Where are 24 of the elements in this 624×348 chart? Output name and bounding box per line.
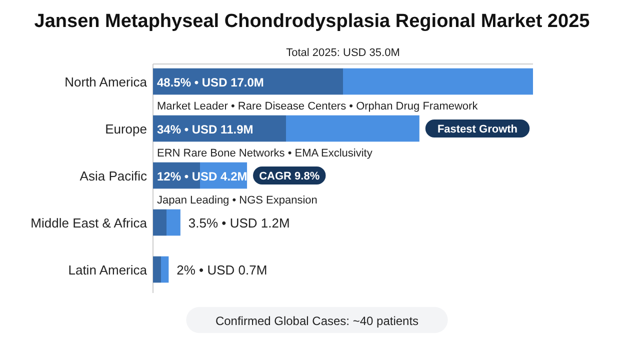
data-label: 34% • USD 11.9M bbox=[157, 122, 254, 136]
note-pill: Confirmed Global Cases: ~40 patients bbox=[186, 307, 448, 333]
annotation: Market Leader • Rare Disease Centers • Orphan Drug Framework bbox=[157, 100, 478, 113]
data-label: 12% • USD 4.2M bbox=[157, 170, 248, 184]
annotation: Japan Leading • NGS Expansion bbox=[157, 194, 318, 207]
bar bbox=[153, 68, 533, 95]
data-label: 2% • USD 0.7M bbox=[176, 262, 268, 278]
annotation: ERN Rare Bone Networks • EMA Exclusivity bbox=[157, 148, 373, 160]
y-tick-label: North America bbox=[64, 74, 148, 90]
data-label: 48.5% • USD 17.0M bbox=[157, 76, 264, 90]
annotation: CAGR 9.8% bbox=[259, 170, 320, 182]
y-tick-label: Latin America bbox=[68, 262, 148, 278]
y-tick-label: Middle East & Africa bbox=[30, 216, 148, 230]
tag-label: Fastest Growth bbox=[425, 120, 530, 138]
data-label: 3.5% • USD 1.2M bbox=[188, 216, 290, 230]
tag-label: CAGR 9.8% bbox=[253, 166, 326, 184]
annotation: Fastest Growth bbox=[437, 124, 518, 136]
bar bbox=[153, 115, 420, 142]
bar bbox=[153, 209, 180, 236]
chart-title: Jansen Metaphyseal Chondrodysplasia Regional Market 2025 bbox=[34, 11, 590, 32]
chart-subtitle: Total 2025: USD 35.0M bbox=[286, 47, 400, 59]
y-tick-label: Europe bbox=[105, 122, 147, 136]
bar bbox=[153, 256, 169, 283]
y-tick-label: Asia Pacific bbox=[80, 168, 148, 184]
